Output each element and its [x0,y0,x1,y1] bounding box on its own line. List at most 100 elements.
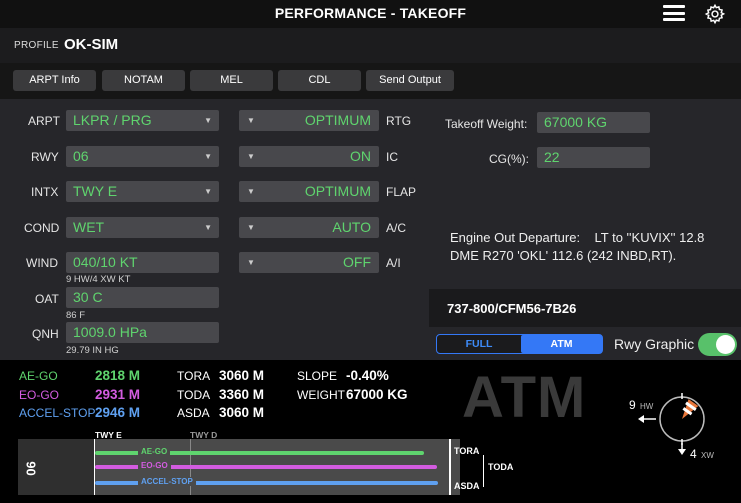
eo-go-bar-label: EO-GO [138,461,171,470]
oat-input[interactable]: 30 C [66,287,219,308]
runway-end-line [449,439,451,495]
cg-value: 22 [544,149,560,165]
weight-value: 67000 KG [346,387,408,402]
dropdown-caret-icon: ▼ [204,223,212,232]
asda-value: 3060 M [219,405,265,420]
thrust-mode-segmented: FULL ATM [436,334,603,354]
wind-value: 040/10 KT [73,254,138,270]
ic-value: ON [350,148,371,164]
arpt-value: LKPR / PRG [73,112,152,128]
accel-stop-label: ACCEL-STOP [19,406,96,420]
ae-go-bar-label: AE-GO [138,447,171,456]
thrust-atm-option[interactable]: ATM [521,335,602,353]
menu-icon[interactable] [663,5,685,21]
oat-fahrenheit: 86 F [66,310,86,321]
slope-value: -0.40% [346,368,389,383]
dropdown-caret-icon: ▼ [204,187,212,196]
twy-e-label: TWY E [95,430,122,440]
aircraft-type: 737-800/CFM56-7B26 [447,301,577,316]
dropdown-caret-icon: ▼ [247,223,255,232]
rwy-label: RWY [31,150,59,164]
rwy-select[interactable]: 06 ▼ [66,146,219,167]
wind-indicator: 9 HW 4 XW [629,393,714,461]
tora-label: TORA [177,369,211,383]
toda-value: 3360 M [219,387,265,402]
intx-value: TWY E [73,183,118,199]
ae-go-label: AE-GO [19,369,58,383]
cdl-button[interactable]: CDL [278,70,361,91]
flap-select[interactable]: ▼ OPTIMUM [239,181,379,202]
profile-label: PROFILE [14,40,59,51]
takeoff-weight-value: 67000 KG [544,114,608,130]
wind-components: 9 HW/4 XW KT [66,274,131,285]
ae-go-bar [95,451,424,455]
ic-select[interactable]: ▼ ON [239,146,379,167]
aircraft-band: 737-800/CFM56-7B26 [429,289,741,327]
ac-label: A/C [386,221,407,235]
ac-value: AUTO [332,219,371,235]
profile-bar: PROFILE OK-SIM [0,28,741,63]
ac-select[interactable]: ▼ AUTO [239,217,379,238]
mel-button[interactable]: MEL [190,70,273,91]
asda-marker: ASDA [454,481,480,491]
cond-select[interactable]: WET ▼ [66,217,219,238]
dropdown-caret-icon: ▼ [247,152,255,161]
intx-select[interactable]: TWY E ▼ [66,181,219,202]
wind-input[interactable]: 040/10 KT [66,252,219,273]
engine-out-line-2: DME R270 'OKL' 112.6 (242 INBD,RT). [450,248,677,263]
dropdown-caret-icon: ▼ [204,116,212,125]
intx-label: INTX [31,185,59,199]
cond-label: COND [24,221,60,235]
rtg-select[interactable]: ▼ OPTIMUM [239,110,379,131]
ai-select[interactable]: ▼ OFF [239,252,379,273]
tora-value: 3060 M [219,368,265,383]
ai-label: A/I [386,256,401,270]
cg-input[interactable]: 22 [537,147,650,168]
crosswind-label: XW [701,451,714,460]
qnh-inhg: 29.79 IN HG [66,345,119,356]
mode-watermark: ATM [462,365,587,430]
page-title: PERFORMANCE - TAKEOFF [274,5,467,21]
thrust-full-option[interactable]: FULL [465,338,493,350]
headwind-label: HW [640,402,654,411]
cg-label: CG(%): [489,152,529,166]
send-output-button[interactable]: Send Output [366,70,454,91]
headwind-value: 9 [629,398,636,412]
rtg-label: RTG [386,114,412,128]
qnh-input[interactable]: 1009.0 HPa [66,322,219,343]
twy-e-line [94,439,95,495]
qnh-value: 1009.0 HPa [73,324,147,340]
rtg-value: OPTIMUM [304,112,371,128]
rwy-graphic-toggle[interactable] [698,333,737,356]
arpt-label: ARPT [28,114,61,128]
runway-number: 06 [23,461,39,476]
crosswind-value: 4 [690,447,697,461]
weight-label: WEIGHT [297,388,345,402]
oat-label: OAT [35,292,59,306]
flap-label: FLAP [386,185,417,199]
flap-value: OPTIMUM [304,183,371,199]
arpt-info-button[interactable]: ARPT Info [13,70,96,91]
arpt-select[interactable]: LKPR / PRG ▼ [66,110,219,131]
toda-marker: TODA [488,462,514,472]
dropdown-caret-icon: ▼ [204,152,212,161]
rwy-value: 06 [73,148,89,164]
gear-icon[interactable] [704,3,726,25]
toggle-knob [716,335,735,354]
dropdown-caret-icon: ▼ [247,258,255,267]
profile-value[interactable]: OK-SIM [64,36,119,53]
dropdown-caret-icon: ▼ [247,187,255,196]
notam-button[interactable]: NOTAM [102,70,185,91]
accel-stop-bar [95,481,438,485]
ai-value: OFF [343,254,371,270]
twy-d-label: TWY D [190,430,218,440]
eo-go-label: EO-GO [19,388,60,402]
engine-out-procedure: Engine Out Departure: LT to ''KUVIX'' 12… [450,229,735,265]
clearway-area [460,439,490,495]
eo-go-bar [95,465,437,469]
title-bar: PERFORMANCE - TAKEOFF [0,0,741,28]
tora-marker: TORA [454,446,480,456]
accel-stop-bar-label: ACCEL-STOP [138,477,196,486]
takeoff-weight-input[interactable]: 67000 KG [537,112,650,133]
action-bar: ARPT Info NOTAM MEL CDL Send Output [0,63,741,99]
